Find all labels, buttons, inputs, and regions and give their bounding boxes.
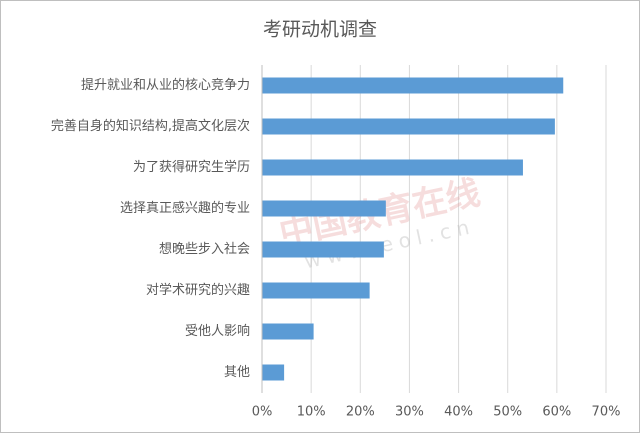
bar <box>262 241 384 258</box>
x-tick-label: 40% <box>444 405 473 420</box>
y-tick-label: 对学术研究的兴趣 <box>146 282 250 298</box>
chart-title: 考研动机调查 <box>263 19 377 41</box>
x-tick-label: 20% <box>346 405 375 420</box>
bar <box>262 159 523 176</box>
x-tick-label: 0% <box>252 405 273 420</box>
x-tick-label: 50% <box>493 405 522 420</box>
bar <box>262 200 386 217</box>
bar <box>262 118 555 135</box>
bar <box>262 323 314 340</box>
bar <box>262 364 285 381</box>
y-tick-label: 其他 <box>224 365 250 380</box>
y-tick-label: 选择真正感兴趣的专业 <box>120 200 250 216</box>
y-tick-label: 想晚些步入社会 <box>159 241 250 257</box>
y-tick-label: 完善自身的知识结构,提高文化层次 <box>51 118 250 134</box>
y-tick-label: 为了获得研究生学历 <box>133 159 250 175</box>
x-tick-label: 70% <box>592 405 621 420</box>
x-tick-label: 30% <box>395 405 424 420</box>
x-tick-label: 60% <box>542 405 571 420</box>
bar <box>262 77 564 94</box>
y-tick-label: 受他人影响 <box>185 323 250 339</box>
x-tick-label: 10% <box>297 405 326 420</box>
bar <box>262 282 370 299</box>
y-tick-label: 提升就业和从业的核心竞争力 <box>81 77 250 93</box>
